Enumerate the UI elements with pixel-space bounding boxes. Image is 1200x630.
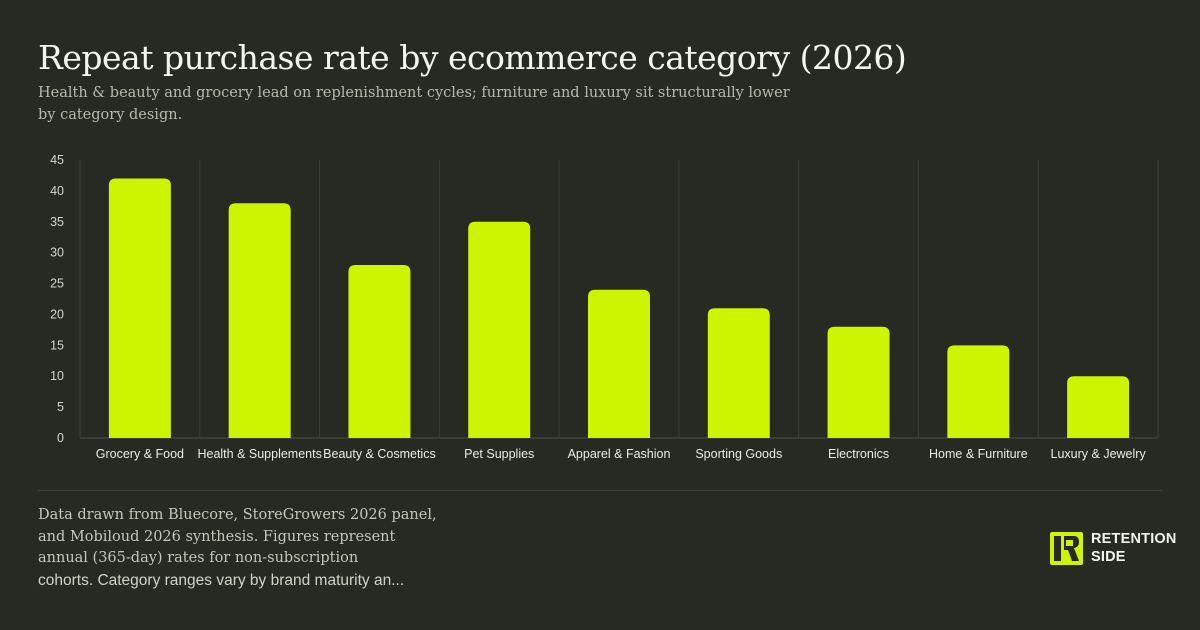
footnote-line: cohorts. Category ranges vary by brand m… [38,571,405,589]
footnote-line: and Mobiloud 2026 synthesis. Figures rep… [38,528,396,545]
y-tick-label: 15 [50,338,64,352]
y-tick-label: 5 [57,400,64,414]
bar [468,221,531,438]
brand-name-line: RETENTION [1091,531,1177,547]
brand-name: RETENTION SIDE [1091,530,1177,566]
y-tick-label: 35 [50,215,64,229]
bar [588,289,650,438]
footnote-line: annual (365-day) rates for non-subscript… [38,550,359,566]
brand-name-line: SIDE [1091,549,1126,565]
y-tick-label: 10 [50,369,64,383]
bar [108,178,171,439]
x-tick-label: Luxury & Jewelry [1051,447,1147,461]
bar [707,308,770,438]
x-tick-label: Grocery & Food [96,447,184,461]
chart-title: Repeat purchase rate by ecommerce catego… [38,38,907,77]
y-tick-label: 0 [57,431,64,445]
bar [827,326,890,438]
y-tick-label: 25 [50,277,64,291]
brand-logo: RETENTION SIDE [1050,530,1177,566]
x-tick-label: Beauty & Cosmetics [323,447,436,461]
bar [1067,376,1130,438]
x-tick-label: Sporting Goods [695,447,782,461]
x-tick-label: Apparel & Fashion [568,447,671,461]
y-tick-label: 45 [50,153,64,167]
x-tick-label: Health & Supplements [197,447,321,461]
y-tick-label: 40 [50,184,64,198]
x-tick-label: Pet Supplies [464,447,534,461]
brand-mark-icon [1050,531,1083,565]
bar-chart: 0 5 10 15 20 25 30 35 40 45 Grocery & Food Health &… [50,153,1159,461]
x-tick-label: Electronics [828,447,889,461]
x-tick-label: Home & Furniture [929,447,1028,461]
y-tick-label: 30 [50,246,64,260]
y-tick-label: 20 [50,307,64,321]
footer-divider [38,490,1162,491]
footnote-line: Data drawn from Bluecore, StoreGrowers 2… [38,507,437,523]
footnote: Data drawn from Bluecore, StoreGrowers 2… [38,505,478,591]
bar [348,265,411,438]
bar [947,345,1010,438]
chart-subtitle: Health & beauty and grocery lead on repl… [38,85,790,123]
bar [228,203,291,438]
